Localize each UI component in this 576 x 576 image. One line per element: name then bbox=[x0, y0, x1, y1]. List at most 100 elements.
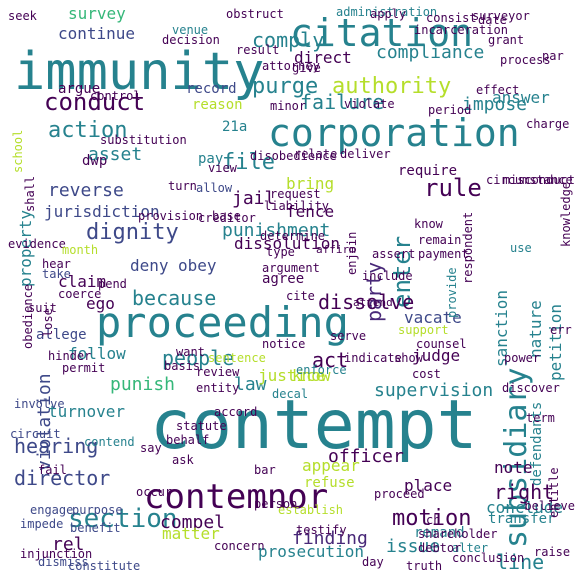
cloud-word: bring bbox=[286, 174, 335, 193]
cloud-word: circuit bbox=[10, 427, 61, 441]
cloud-word: right bbox=[494, 480, 555, 504]
cloud-word: turn bbox=[168, 179, 197, 193]
cloud-word: action bbox=[48, 118, 128, 143]
cloud-word: contend bbox=[84, 435, 135, 449]
cloud-word: enforce bbox=[296, 363, 347, 377]
cloud-word: argue bbox=[58, 81, 101, 97]
cloud-word: know bbox=[292, 366, 331, 385]
cloud-word: officer bbox=[328, 446, 404, 467]
cloud-word: day bbox=[362, 555, 384, 569]
cloud-word: take bbox=[42, 267, 71, 281]
cloud-word: month bbox=[62, 243, 99, 257]
cloud-word: assert bbox=[372, 247, 416, 261]
cloud-word: incarceration bbox=[414, 23, 508, 37]
cloud-word: failure bbox=[300, 90, 385, 114]
cloud-word: person bbox=[254, 497, 298, 511]
cloud-word: relate bbox=[294, 147, 338, 161]
cloud-word: director bbox=[14, 466, 111, 490]
cloud-word: appear bbox=[302, 456, 360, 475]
cloud-word: punish bbox=[110, 374, 176, 395]
cloud-word: supervision bbox=[374, 380, 494, 401]
cloud-word: surveyor bbox=[472, 9, 530, 23]
cloud-word: decal bbox=[272, 387, 309, 401]
cloud-word: law bbox=[234, 374, 267, 395]
cloud-word: circumstance bbox=[486, 173, 573, 187]
cloud-word: dismiss bbox=[38, 555, 89, 569]
cloud-word: dwp bbox=[82, 153, 108, 169]
cloud-word: coerce bbox=[58, 287, 102, 301]
cloud-word: remand bbox=[414, 525, 465, 541]
cloud-word: shall bbox=[23, 175, 37, 212]
cloud-word: conduct bbox=[44, 88, 146, 116]
cloud-word: counsel bbox=[416, 337, 467, 351]
cloud-word: asset bbox=[88, 144, 143, 165]
cloud-word: involve bbox=[14, 397, 65, 411]
cloud-word: date bbox=[478, 13, 507, 27]
cloud-word: punishment bbox=[222, 220, 331, 241]
cloud-word: proceed bbox=[374, 487, 425, 501]
cloud-word: deliver bbox=[340, 147, 391, 161]
cloud-word: continue bbox=[58, 24, 136, 43]
cloud-word: statute bbox=[176, 419, 227, 433]
cloud-word: fail bbox=[38, 463, 67, 477]
cloud-word: venue bbox=[172, 23, 209, 37]
cloud-word: allege bbox=[36, 327, 87, 343]
cloud-word: motion bbox=[392, 506, 472, 531]
cloud-word: obey bbox=[178, 256, 217, 275]
cloud-word: turnover bbox=[48, 402, 126, 421]
cloud-word: minor bbox=[270, 99, 307, 113]
cloud-word: finding bbox=[292, 528, 368, 549]
cloud-word: purpose bbox=[72, 503, 123, 517]
cloud-word: answer bbox=[492, 88, 550, 107]
cloud-word: bar bbox=[254, 463, 276, 477]
cloud-word: ego bbox=[86, 294, 115, 313]
cloud-word: jail bbox=[232, 188, 276, 209]
cloud-word: require bbox=[398, 163, 458, 179]
cloud-word: vacate bbox=[404, 308, 462, 327]
cloud-word: basis bbox=[164, 359, 201, 373]
cloud-word: dignity bbox=[86, 220, 179, 245]
cloud-word: transfer bbox=[488, 511, 556, 527]
cloud-word: pay bbox=[198, 151, 224, 167]
cloud-word: ch bbox=[426, 513, 441, 527]
cloud-word: constitute bbox=[68, 559, 141, 573]
cloud-word: benefit bbox=[70, 521, 121, 535]
cloud-word: hear bbox=[42, 257, 71, 271]
cloud-word: hearing bbox=[14, 434, 99, 458]
cloud-word: dissolve bbox=[318, 290, 415, 314]
cloud-word: contempt bbox=[150, 386, 478, 465]
cloud-word: authority bbox=[332, 74, 452, 99]
cloud-word: judge bbox=[412, 346, 461, 365]
cloud-word: misconduct bbox=[502, 173, 575, 187]
cloud-word: pend bbox=[98, 277, 127, 291]
cloud-word: nature bbox=[526, 299, 545, 358]
cloud-word: impose bbox=[462, 94, 528, 115]
cloud-word: occur bbox=[136, 485, 173, 499]
cloud-word: line bbox=[496, 550, 545, 574]
cloud-word: process bbox=[500, 53, 551, 67]
cloud-word: 21a bbox=[222, 119, 248, 135]
cloud-word: liability bbox=[264, 199, 330, 213]
cloud-word: justice bbox=[258, 366, 326, 385]
cloud-word: cost bbox=[412, 367, 441, 381]
cloud-word: behalf bbox=[166, 433, 210, 447]
cloud-word: term bbox=[526, 411, 555, 425]
cloud-word: argument bbox=[262, 261, 320, 275]
cloud-word: conclude bbox=[486, 498, 564, 517]
cloud-word: allow bbox=[196, 181, 233, 195]
cloud-word: attorney bbox=[262, 59, 320, 73]
cloud-word: give bbox=[292, 61, 321, 75]
cloud-word: raise bbox=[534, 545, 571, 559]
cloud-word: rel bbox=[52, 534, 85, 555]
cloud-word: consist bbox=[426, 11, 477, 25]
cloud-word: base bbox=[212, 209, 241, 223]
cloud-word: evidence bbox=[8, 237, 66, 251]
cloud-word: impede bbox=[20, 517, 64, 531]
cloud-word: effect bbox=[476, 83, 520, 97]
cloud-word: view bbox=[208, 161, 237, 175]
cloud-word: accord bbox=[214, 405, 258, 419]
cloud-word: dissolution bbox=[234, 234, 340, 253]
cloud-word: contemnor bbox=[144, 477, 329, 517]
cloud-word: truth bbox=[406, 559, 443, 573]
